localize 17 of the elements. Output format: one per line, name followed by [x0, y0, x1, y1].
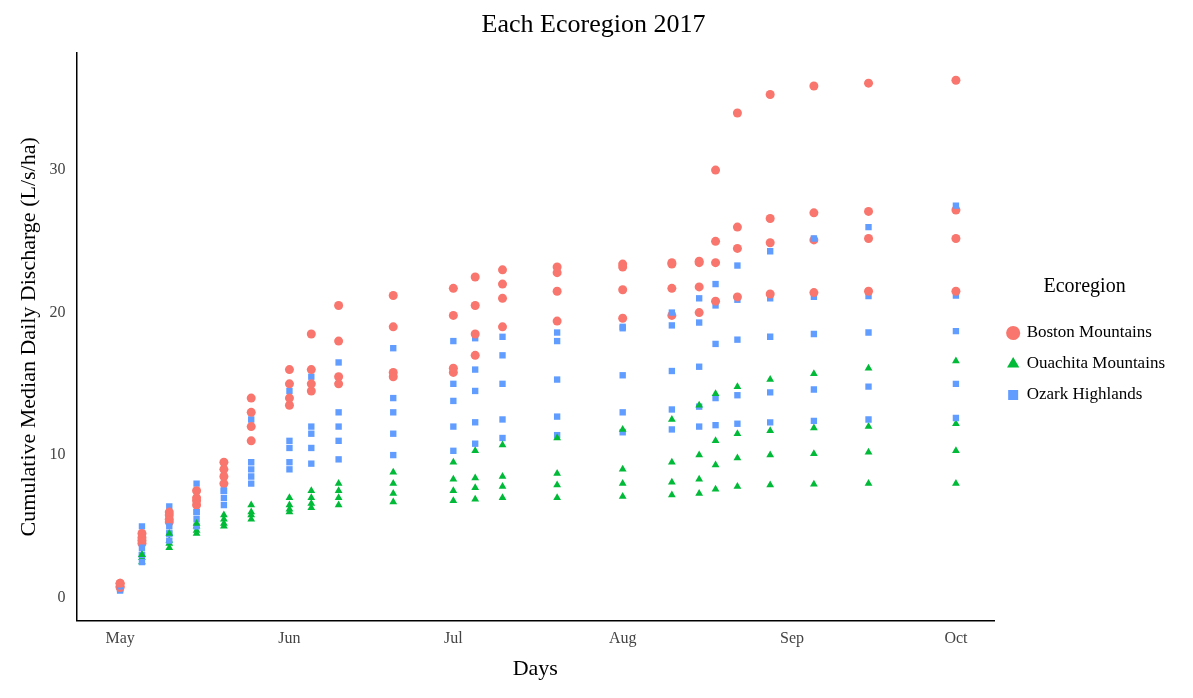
y-tick-label: 10	[49, 445, 66, 463]
chart-title: Each Ecoregion 2017	[481, 9, 706, 39]
legend-label: Ouachita Mountains	[1026, 353, 1166, 373]
legend-label: Boston Mountains	[1026, 322, 1152, 342]
x-tick-label: Sep	[780, 629, 805, 648]
y-tick-label: 20	[49, 302, 66, 320]
x-tick-label: Oct	[944, 629, 969, 647]
y-tick-label: 30	[49, 160, 66, 178]
x-tick-label: May	[105, 629, 135, 648]
x-tick-label: Aug	[608, 629, 637, 648]
x-tick-label: Jun	[278, 629, 301, 647]
x-axis-title: Days	[512, 654, 558, 680]
legend-title: Ecoregion	[1043, 273, 1126, 297]
legend-label: Ozark Highlands	[1026, 384, 1143, 404]
x-tick-label: Jul	[444, 629, 464, 647]
y-axis-title: Cumulative Median Daily Discharge (L/s/ha)	[14, 137, 40, 537]
y-tick-label: 0	[57, 587, 66, 605]
